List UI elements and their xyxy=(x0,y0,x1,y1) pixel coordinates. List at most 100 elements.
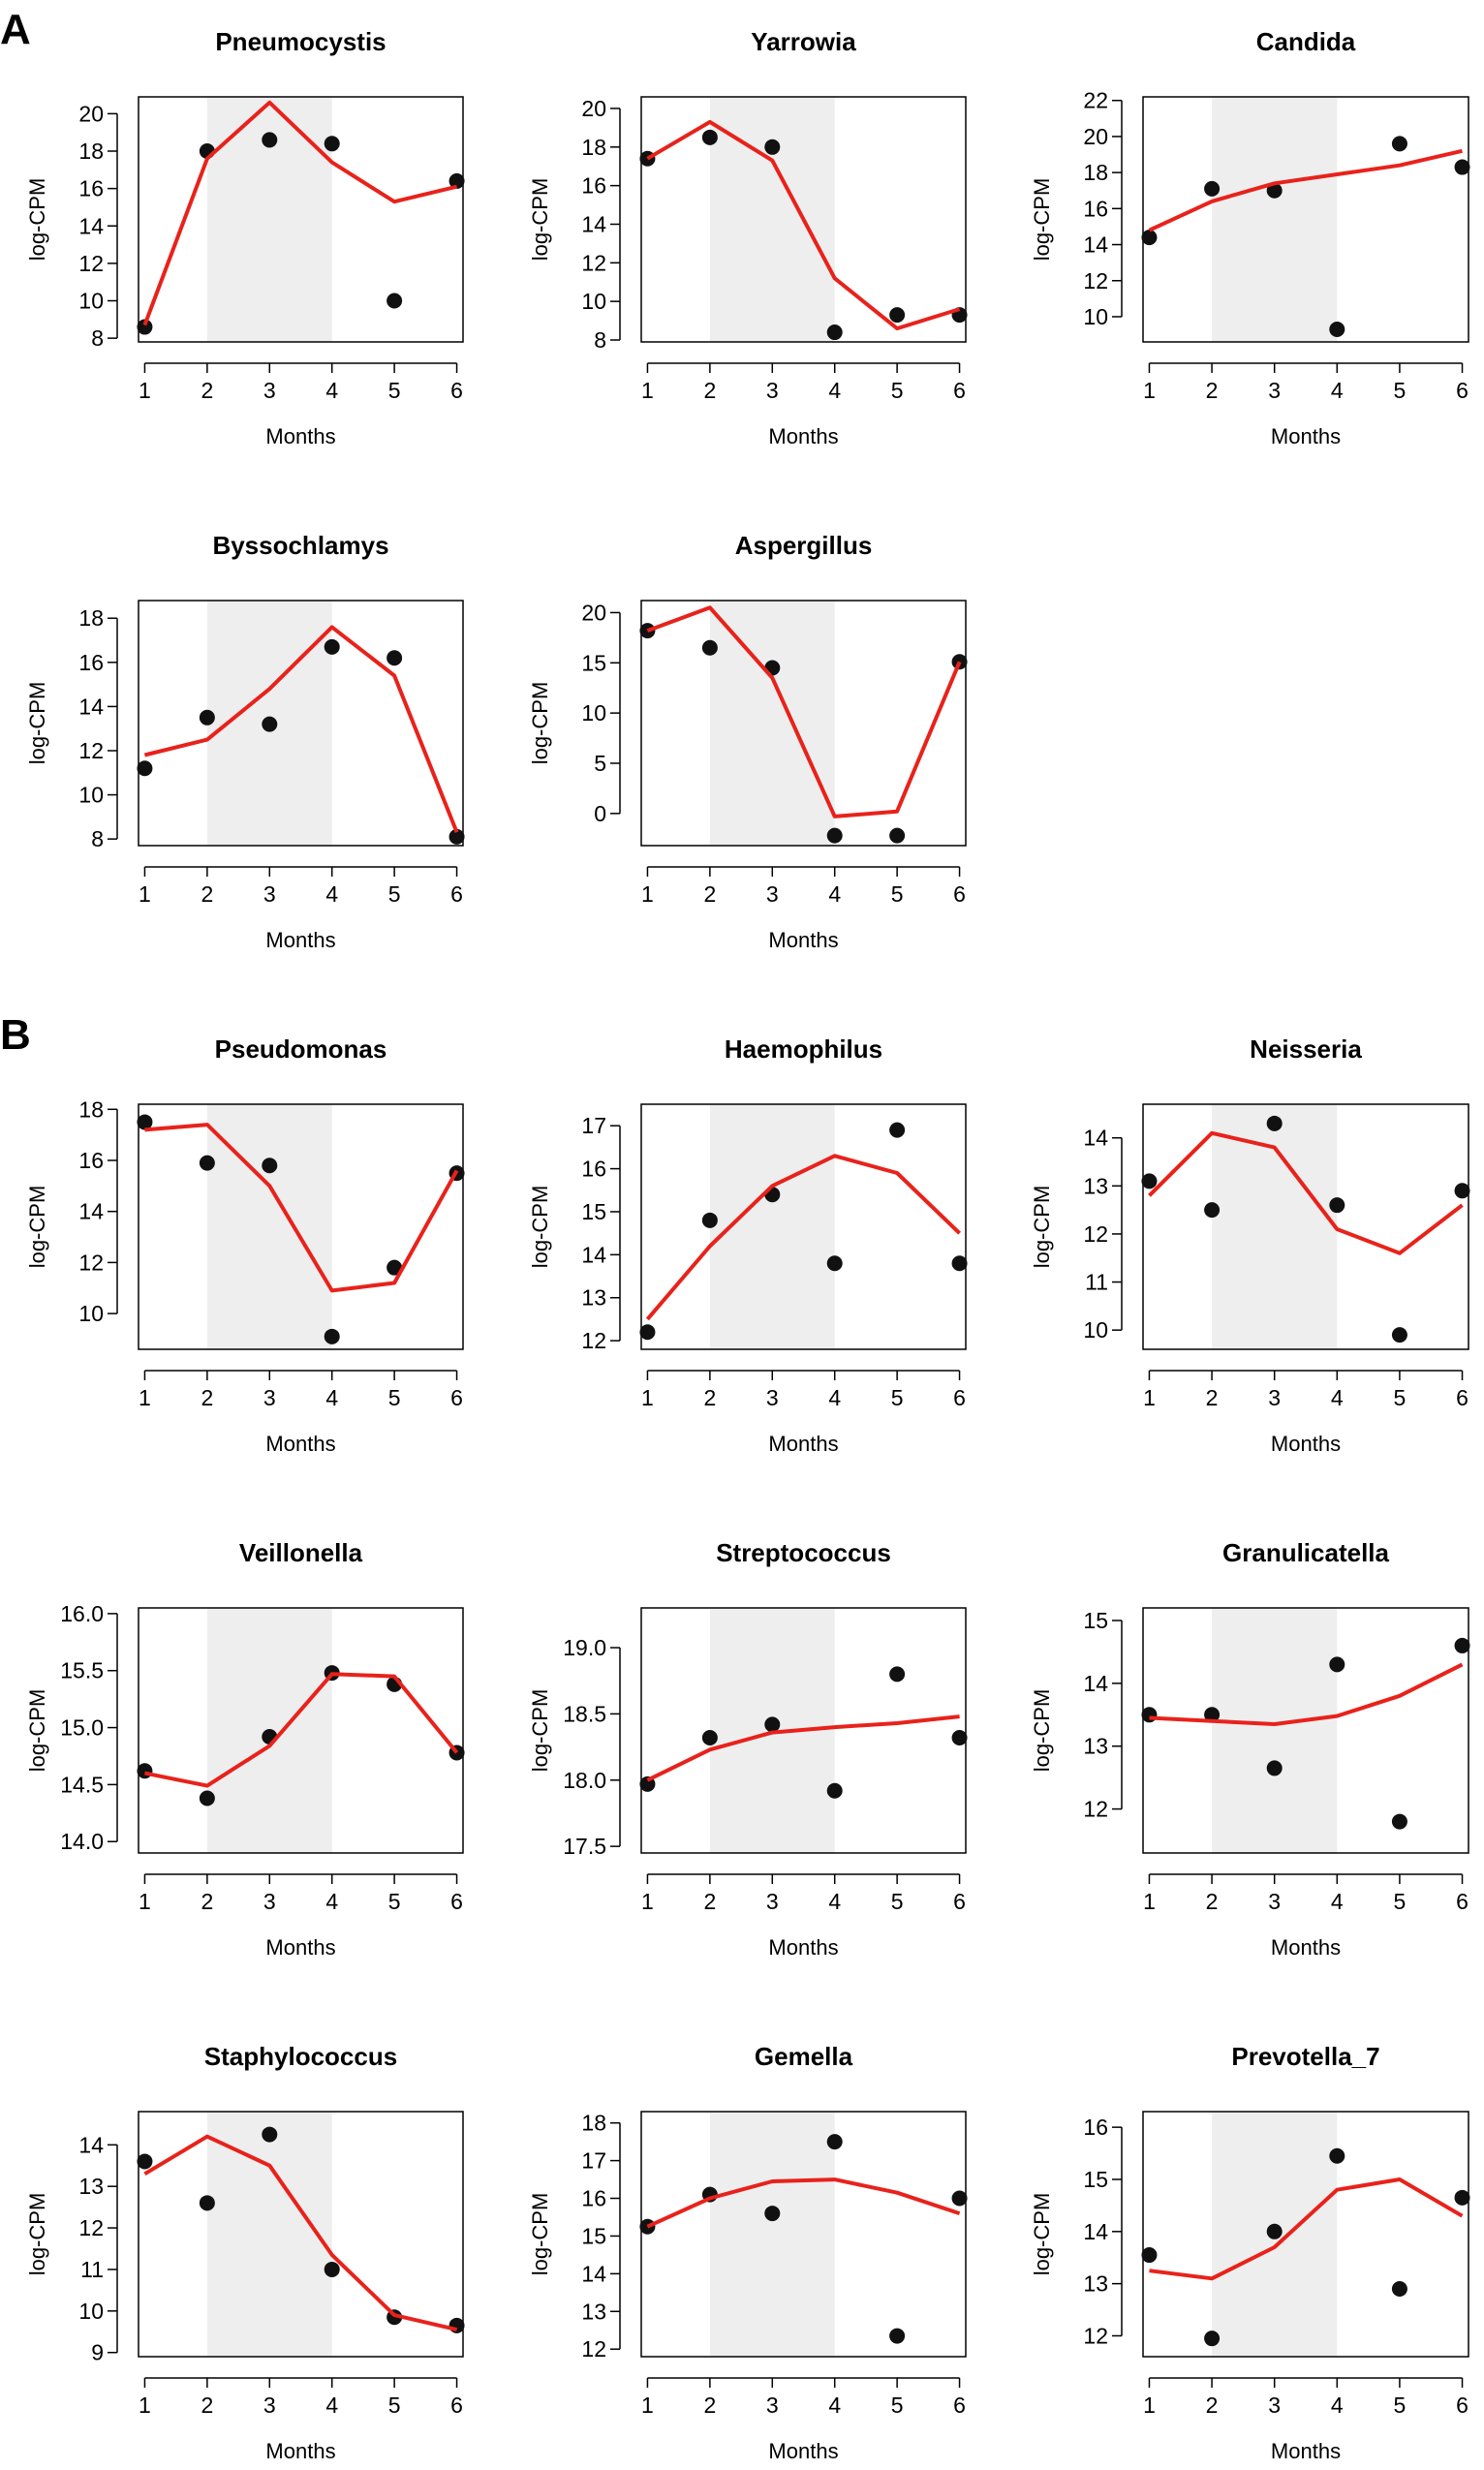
y-tick-label: 16 xyxy=(1083,196,1108,221)
x-tick-label: 4 xyxy=(1331,1385,1344,1410)
y-tick-label: 13 xyxy=(581,2299,606,2324)
chart-title: Prevotella_7 xyxy=(1231,2042,1379,2071)
y-tick-label: 12 xyxy=(1083,1797,1108,1822)
data-point xyxy=(1204,1707,1221,1723)
x-tick-label: 6 xyxy=(1456,1385,1469,1410)
y-tick-label: 14 xyxy=(78,213,104,238)
data-point xyxy=(1141,230,1158,246)
x-tick-label: 3 xyxy=(1268,2393,1281,2418)
y-tick-label: 16 xyxy=(581,2186,606,2211)
y-tick-label: 22 xyxy=(1083,88,1108,113)
x-tick-label: 5 xyxy=(1394,2393,1407,2418)
data-point xyxy=(1391,1327,1407,1343)
x-tick-label: 3 xyxy=(766,378,779,403)
x-tick-label: 4 xyxy=(1331,1889,1344,1914)
y-axis-label: log-CPM xyxy=(528,1186,552,1269)
y-tick-label: 18 xyxy=(1083,160,1108,185)
x-tick-label: 2 xyxy=(703,1889,716,1914)
fit-line xyxy=(142,100,458,326)
data-point xyxy=(889,1122,906,1138)
x-tick-label: 5 xyxy=(891,1889,904,1914)
x-tick-label: 2 xyxy=(201,378,213,403)
x-tick-label: 6 xyxy=(450,378,463,403)
y-tick-label: 15.0 xyxy=(60,1715,104,1741)
y-tick-label: 15.5 xyxy=(60,1658,104,1683)
shaded-band xyxy=(1212,97,1338,342)
y-tick-label: 13 xyxy=(1083,1173,1108,1198)
x-tick-label: 6 xyxy=(953,378,966,403)
y-tick-label: 5 xyxy=(594,751,606,776)
x-tick-label: 6 xyxy=(1456,1889,1469,1914)
x-tick-label: 6 xyxy=(450,1889,463,1914)
y-tick-label: 15 xyxy=(1083,1608,1108,1633)
x-tick-label: 2 xyxy=(1206,378,1219,403)
y-tick-label: 15 xyxy=(581,2223,606,2248)
x-tick-label: 1 xyxy=(641,1385,654,1410)
x-tick-label: 4 xyxy=(325,378,338,403)
y-tick-label: 14 xyxy=(581,211,606,236)
plot-frame xyxy=(138,96,464,343)
x-axis-label: Months xyxy=(265,2439,335,2463)
y-tick-label: 13 xyxy=(1083,1734,1108,1759)
x-tick-label: 6 xyxy=(450,2393,463,2418)
x-tick-label: 3 xyxy=(263,1385,276,1410)
data-point xyxy=(826,324,843,341)
y-tick-label: 9 xyxy=(91,2340,104,2365)
chart-title: Byssochlamys xyxy=(212,531,388,560)
plot-frame xyxy=(1142,96,1469,343)
chart-title: Streptococcus xyxy=(716,1538,891,1567)
x-tick-label: 5 xyxy=(388,378,401,403)
y-tick-label: 12 xyxy=(1083,268,1108,293)
data-point xyxy=(951,654,968,670)
x-axis-label: Months xyxy=(265,1432,335,1456)
x-tick-label: 3 xyxy=(263,2393,276,2418)
data-point xyxy=(1141,1707,1158,1723)
plot-frame xyxy=(138,600,464,847)
y-axis-label: log-CPM xyxy=(25,2193,49,2276)
x-tick-label: 1 xyxy=(641,378,654,403)
x-axis-label: Months xyxy=(265,424,335,448)
data-point xyxy=(1141,2247,1158,2264)
x-tick-label: 2 xyxy=(703,1385,716,1410)
data-point xyxy=(448,172,465,189)
x-tick-label: 3 xyxy=(766,881,779,907)
data-point xyxy=(701,1212,718,1228)
data-point xyxy=(1454,2189,1470,2206)
x-tick-label: 1 xyxy=(1143,1889,1156,1914)
x-tick-label: 3 xyxy=(1268,1385,1281,1410)
data-point xyxy=(1266,1760,1283,1776)
x-axis-label: Months xyxy=(768,928,838,952)
x-axis-label: Months xyxy=(768,2439,838,2463)
x-axis-label: Months xyxy=(1271,1432,1341,1456)
data-point xyxy=(1329,2147,1345,2164)
y-axis-label: log-CPM xyxy=(25,178,49,262)
data-point xyxy=(951,2190,968,2207)
data-point xyxy=(324,638,340,655)
y-tick-label: 10 xyxy=(1083,1317,1108,1343)
data-point xyxy=(386,293,403,309)
chart-title: Yarrowia xyxy=(751,27,856,56)
y-tick-label: 18 xyxy=(78,1096,104,1122)
data-point xyxy=(324,1328,340,1344)
fit-line xyxy=(646,119,961,331)
data-point xyxy=(764,2206,781,2222)
data-point xyxy=(764,1716,781,1733)
x-tick-label: 5 xyxy=(891,2393,904,2418)
data-point xyxy=(639,1324,656,1341)
x-tick-label: 2 xyxy=(201,2393,213,2418)
y-tick-label: 15 xyxy=(581,1199,606,1224)
x-tick-label: 1 xyxy=(139,1385,151,1410)
y-tick-label: 20 xyxy=(581,96,606,121)
x-tick-label: 3 xyxy=(263,1889,276,1914)
plot-frame xyxy=(640,1103,967,1350)
data-point xyxy=(951,1255,968,1272)
y-tick-label: 14 xyxy=(1083,232,1108,258)
y-axis-label: log-CPM xyxy=(528,2193,552,2276)
x-tick-label: 5 xyxy=(388,2393,401,2418)
y-tick-label: 12 xyxy=(78,1250,104,1275)
y-tick-label: 20 xyxy=(1083,124,1108,149)
data-point xyxy=(262,2126,278,2143)
chart-veillonella: Veillonella 1 2 3 4 5 6 Months 14.0 14.5 15.0 15.5 1… xyxy=(25,1538,465,1960)
data-point xyxy=(1391,2281,1407,2298)
y-tick-label: 18 xyxy=(581,135,606,160)
